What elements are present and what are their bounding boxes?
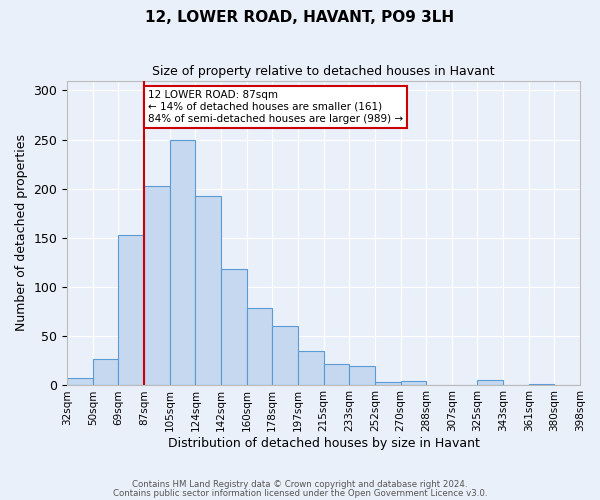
Bar xyxy=(93,358,118,385)
Text: Contains HM Land Registry data © Crown copyright and database right 2024.: Contains HM Land Registry data © Crown c… xyxy=(132,480,468,489)
Bar xyxy=(401,381,426,385)
Bar xyxy=(298,351,323,385)
Bar xyxy=(375,382,401,385)
Bar xyxy=(478,380,503,385)
Text: 12 LOWER ROAD: 87sqm
← 14% of detached houses are smaller (161)
84% of semi-deta: 12 LOWER ROAD: 87sqm ← 14% of detached h… xyxy=(148,90,403,124)
Bar xyxy=(247,308,272,385)
Bar xyxy=(144,186,170,385)
Bar xyxy=(221,269,247,385)
Bar xyxy=(349,366,375,385)
Bar xyxy=(323,364,349,385)
Bar xyxy=(170,140,196,385)
Title: Size of property relative to detached houses in Havant: Size of property relative to detached ho… xyxy=(152,65,495,78)
X-axis label: Distribution of detached houses by size in Havant: Distribution of detached houses by size … xyxy=(167,437,479,450)
Bar xyxy=(529,384,554,385)
Bar xyxy=(196,196,221,385)
Bar xyxy=(118,235,144,385)
Bar xyxy=(272,326,298,385)
Y-axis label: Number of detached properties: Number of detached properties xyxy=(15,134,28,332)
Bar xyxy=(67,378,93,385)
Text: 12, LOWER ROAD, HAVANT, PO9 3LH: 12, LOWER ROAD, HAVANT, PO9 3LH xyxy=(145,10,455,25)
Text: Contains public sector information licensed under the Open Government Licence v3: Contains public sector information licen… xyxy=(113,489,487,498)
